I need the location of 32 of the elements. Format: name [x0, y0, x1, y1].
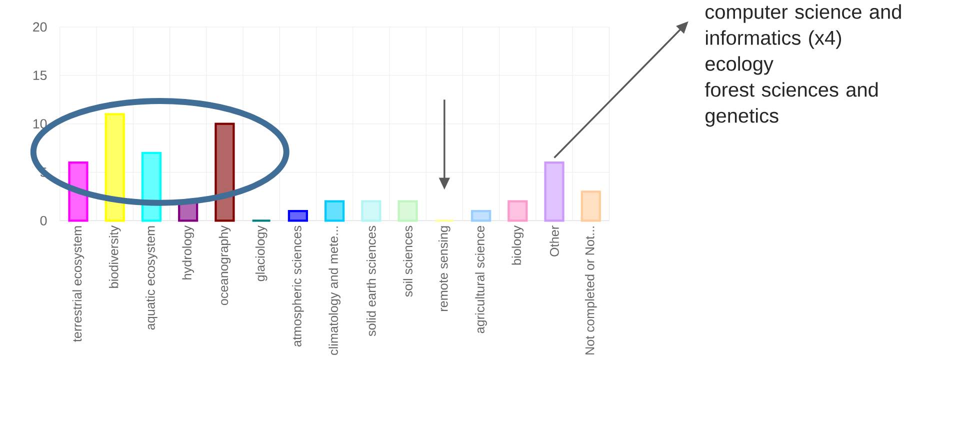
x-tick-label: solid earth sciences [366, 226, 376, 336]
x-tick-label: climatology and mete... [328, 226, 340, 355]
x-tick-label: hydrology [182, 225, 194, 280]
x-tick-label: biology [512, 225, 524, 264]
text: forest sciences and genetics [704, 82, 878, 127]
x-tick-label: agricultural science [475, 226, 487, 333]
bar [544, 161, 564, 222]
bar [324, 200, 345, 222]
x-tick-label: atmospheric sciences [292, 226, 304, 346]
bar [288, 210, 308, 222]
x-tick-label: oceanography [218, 225, 231, 305]
bar [398, 200, 418, 222]
text: ecology [706, 56, 774, 75]
x-tick-label: aquatic ecosystem [146, 226, 158, 330]
y-tick-label: 15 [33, 70, 47, 80]
x-tick-label: Other [550, 225, 559, 256]
y-tick-label: 0 [40, 216, 47, 226]
x-tick-label: Not completed or Not... [584, 226, 597, 354]
bar [580, 190, 601, 222]
bar [214, 122, 235, 222]
bar [361, 200, 382, 222]
x-tick-label: remote sensing [438, 226, 450, 311]
x-tick-label: soil sciences [403, 226, 412, 297]
bar [104, 112, 125, 222]
y-tick-label: 20 [33, 22, 47, 32]
x-tick-label: biodiversity [108, 225, 121, 288]
text: computer science and informatics (x4) [706, 4, 901, 49]
bar [141, 152, 162, 222]
bar [508, 200, 528, 222]
bar [470, 210, 492, 222]
x-tick-label: glaciology [255, 225, 268, 281]
x-tick-label: terrestrial ecosystem [72, 226, 84, 342]
